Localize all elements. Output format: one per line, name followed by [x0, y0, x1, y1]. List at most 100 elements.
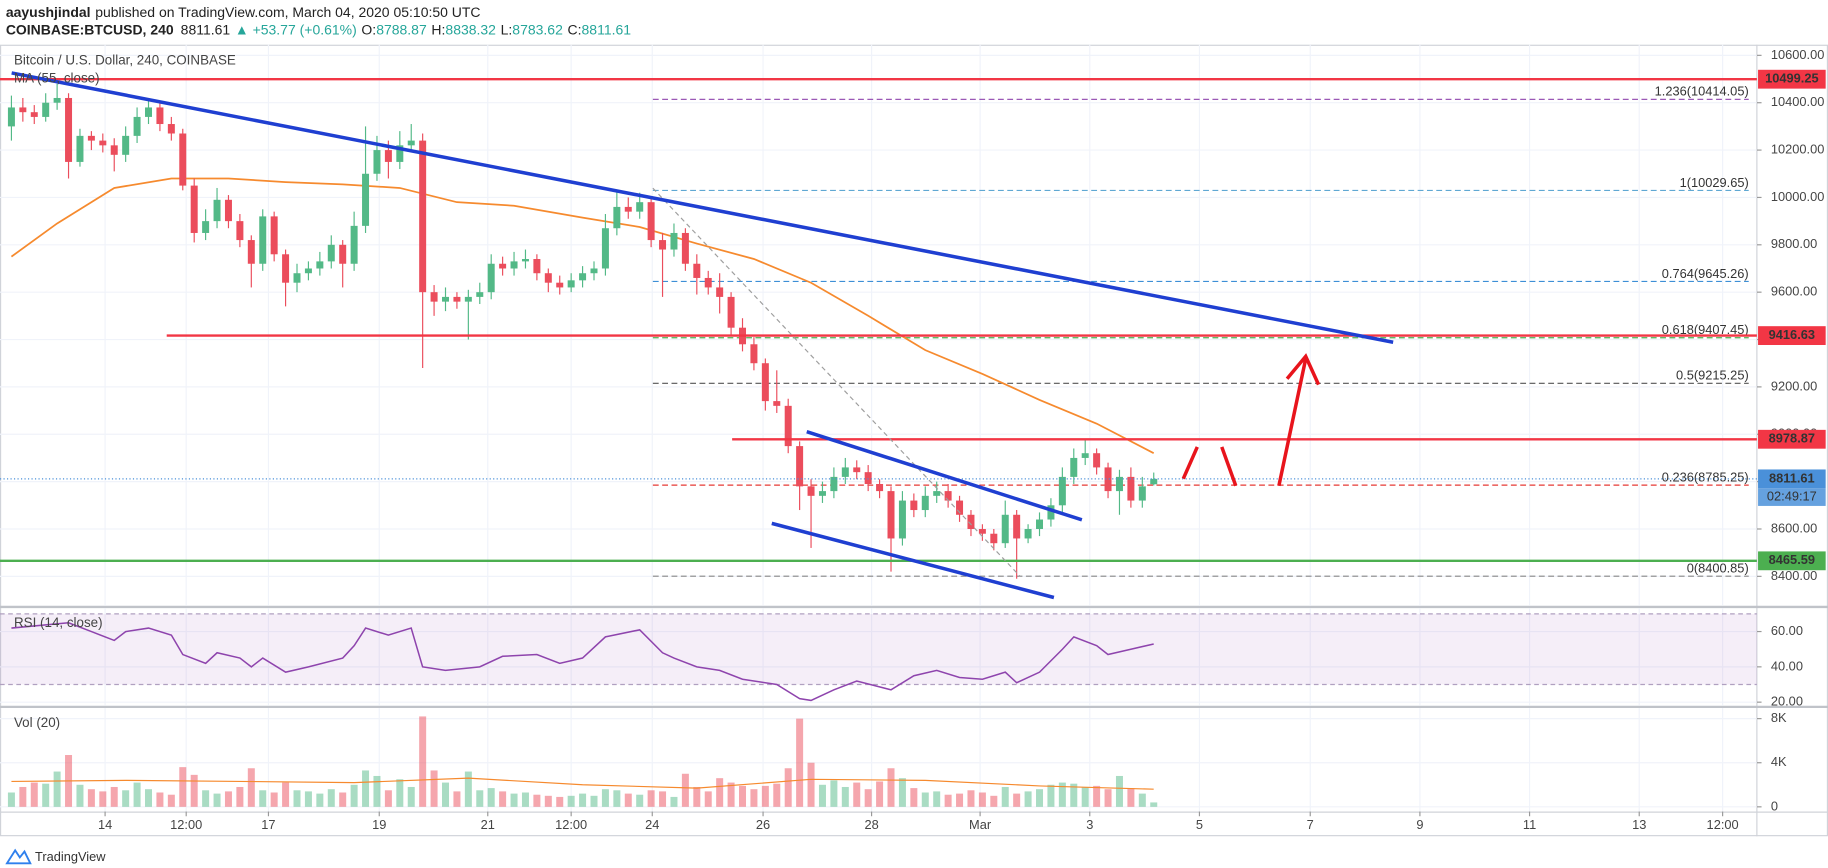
candle-body: [464, 296, 472, 302]
candle-body: [750, 344, 758, 364]
volume-bar: [910, 788, 918, 807]
x-tick-label: 12:00: [170, 817, 202, 832]
candle-body: [293, 273, 301, 283]
trend-line: [11, 71, 1394, 344]
candle-body: [544, 273, 552, 283]
volume-bar: [1013, 793, 1021, 807]
candle-body: [476, 292, 484, 297]
volume-bar: [316, 793, 324, 807]
candle-body: [179, 133, 187, 186]
volume-bar: [1036, 789, 1044, 807]
volume-bar: [1081, 786, 1089, 807]
candle-body: [236, 221, 244, 241]
candle-body: [1024, 528, 1032, 539]
y-tick-label: 8400.00: [1771, 568, 1817, 583]
volume-bar: [442, 782, 450, 807]
volume-bar: [133, 782, 141, 807]
symbol: COINBASE:BTCUSD, 240: [6, 21, 174, 37]
volume-bar: [476, 790, 484, 807]
volume-bar: [270, 792, 278, 807]
y-tick-label: 9200.00: [1771, 378, 1817, 393]
rsi-line: [11, 621, 1154, 702]
volume-bar: [1047, 784, 1055, 807]
volume-bar: [453, 791, 461, 807]
footer-logo: TradingView: [5, 848, 106, 865]
volume-bar: [304, 791, 312, 807]
volume-bar: [407, 786, 415, 807]
candle-body: [933, 491, 941, 496]
candle-body: [270, 216, 278, 255]
candle-body: [1138, 486, 1146, 501]
last-price: 8811.61: [181, 21, 231, 37]
volume-bar: [1001, 786, 1009, 807]
candle-body: [42, 102, 50, 117]
y-tick-label: 20.00: [1771, 694, 1803, 709]
volume-bar: [179, 767, 187, 807]
x-tick-label: 26: [756, 817, 770, 832]
volume-bar: [293, 790, 301, 807]
candle-body: [533, 259, 541, 274]
volume-bar: [1150, 802, 1158, 807]
candle-body: [259, 216, 267, 264]
volume-bar: [944, 794, 952, 807]
volume-bar: [967, 790, 975, 807]
volume-bar: [750, 789, 758, 807]
x-tick-label: 19: [372, 817, 386, 832]
volume-bar: [202, 790, 210, 807]
candle-body: [704, 277, 712, 288]
x-tick-label: 9: [1416, 817, 1423, 832]
price-label-box: [1758, 429, 1826, 449]
publisher: aayushjindal: [6, 4, 91, 20]
volume-bar: [864, 789, 872, 807]
volume-bar: [419, 716, 427, 807]
candle-body: [1058, 476, 1066, 506]
candle-body: [1036, 519, 1044, 529]
ohlc-label: O:: [361, 21, 376, 37]
y-tick-label: 9800.00: [1771, 236, 1817, 251]
y-tick-label: 4K: [1771, 754, 1787, 769]
last-price-box: [1758, 469, 1826, 489]
x-tick-label: 11: [1523, 817, 1536, 832]
volume-ma-line: [11, 777, 1154, 790]
x-tick-label: 12:00: [1707, 817, 1739, 832]
candle-body: [670, 232, 678, 250]
volume-bar: [956, 793, 964, 807]
candle-body: [487, 263, 495, 293]
logo-icon: [5, 848, 32, 865]
x-tick-label: 3: [1086, 817, 1093, 832]
candle-body: [1127, 476, 1135, 501]
y-tick-label: 60.00: [1771, 623, 1803, 638]
candle-body: [213, 199, 221, 222]
volume-bar: [590, 795, 598, 807]
candle-body: [910, 500, 918, 511]
path-arrow: [1220, 446, 1238, 487]
volume-bar: [898, 778, 906, 807]
volume-bar: [761, 785, 769, 807]
candle-body: [1047, 505, 1055, 520]
volume-bar: [681, 773, 689, 807]
volume-bar: [556, 796, 564, 807]
price-label-box: [1758, 69, 1826, 89]
candle-body: [396, 145, 404, 162]
volume-bar: [430, 770, 438, 807]
y-tick-label: 10400.00: [1771, 94, 1824, 109]
candle-body: [1013, 514, 1021, 539]
path-arrow: [1181, 446, 1199, 480]
candle-body: [647, 202, 655, 241]
volume-bar: [887, 768, 895, 807]
volume-bar: [7, 792, 15, 807]
brand: TradingView: [35, 849, 106, 864]
volume-bar: [384, 790, 392, 807]
volume-pane-title: Vol (20): [14, 715, 60, 730]
volume-bar: [19, 786, 27, 807]
candle-body: [407, 140, 415, 146]
candle-body: [1070, 457, 1078, 477]
candle-body: [841, 467, 849, 477]
candle-body: [956, 500, 964, 515]
volume-bar: [224, 791, 232, 807]
candle-body: [601, 228, 609, 269]
volume-bar: [213, 793, 221, 807]
candle-body: [693, 263, 701, 278]
volume-bar: [1104, 789, 1112, 807]
volume-bar: [978, 792, 986, 807]
